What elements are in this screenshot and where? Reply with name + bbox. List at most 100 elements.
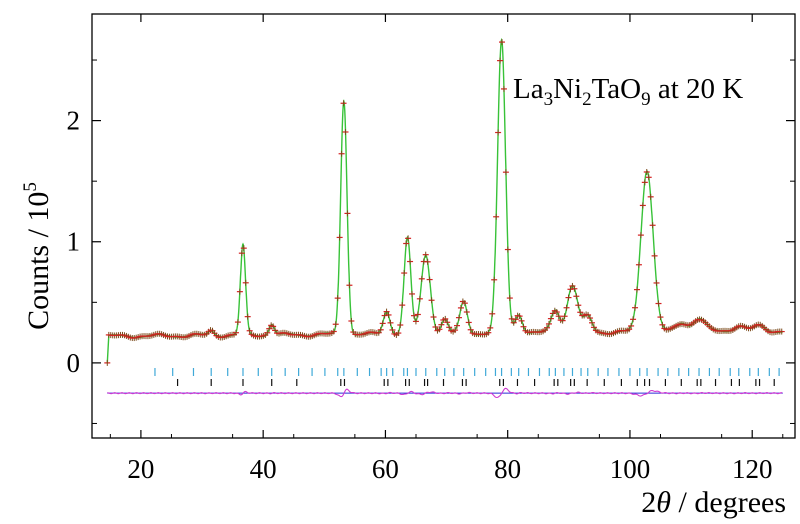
observed-point — [516, 313, 523, 320]
observed-point — [432, 324, 439, 331]
observed-point — [587, 315, 594, 322]
y-tick-label: 1 — [67, 227, 81, 257]
observed-point — [561, 313, 568, 320]
observed-point — [242, 279, 249, 286]
observed-point — [653, 279, 660, 286]
observed-point — [270, 323, 277, 330]
observed-point — [588, 319, 595, 326]
observed-point — [639, 202, 646, 209]
y-tick-label: 2 — [67, 106, 81, 136]
observed-point — [424, 258, 431, 265]
x-tick-label: 20 — [127, 454, 154, 484]
observed-point — [452, 327, 459, 334]
observed-point — [655, 300, 662, 307]
observed-point — [399, 302, 406, 309]
observed-point — [422, 251, 429, 258]
observed-point — [659, 321, 666, 328]
observed-point — [630, 316, 637, 323]
observed-point — [487, 324, 494, 331]
x-tick-label: 40 — [250, 454, 277, 484]
observed-point — [520, 323, 527, 330]
observed-point — [379, 320, 386, 327]
observed-point — [446, 324, 453, 331]
observed-point — [455, 314, 462, 321]
observed-point — [632, 304, 639, 311]
observed-point — [236, 288, 243, 295]
observed-point — [467, 326, 474, 333]
observed-point — [559, 317, 566, 324]
observed-point — [409, 290, 416, 297]
observed-point — [332, 321, 339, 328]
observed-point — [395, 330, 402, 337]
reflection-markers-phase-2 — [176, 379, 775, 386]
compound-annotation: La3Ni2TaO9 at 20 K — [513, 73, 743, 110]
x-axis-ticks: 20 40 60 80 100 120 — [109, 14, 784, 484]
observed-point — [426, 276, 433, 283]
observed-point — [543, 324, 550, 331]
observed-point — [266, 325, 273, 332]
observed-point — [104, 359, 111, 366]
plot-frame-rect — [91, 13, 796, 439]
observed-point — [342, 128, 349, 135]
y-axis-ticks: 0 1 2 — [67, 59, 795, 424]
observed-point — [635, 261, 642, 268]
observed-point — [577, 309, 584, 316]
observed-point — [647, 193, 654, 200]
observed-point — [563, 304, 570, 311]
observed-point — [389, 326, 396, 333]
observed-point — [651, 252, 658, 259]
observed-point — [454, 322, 461, 329]
observed-point — [330, 328, 337, 335]
x-tick-label: 100 — [610, 454, 651, 484]
observed-point — [512, 316, 519, 323]
observed-point — [385, 311, 392, 318]
y-axis-label: Counts / 105 — [20, 182, 55, 330]
observed-point — [348, 318, 355, 325]
observed-point — [240, 245, 247, 252]
observed-point — [463, 309, 470, 316]
observed-point — [491, 276, 498, 283]
observed-point — [336, 234, 343, 241]
observed-point — [238, 250, 245, 257]
observed-point — [403, 240, 410, 247]
observed-point — [436, 326, 443, 333]
observed-point — [234, 319, 241, 326]
observed-point — [461, 300, 468, 307]
observed-point — [344, 210, 351, 217]
plot-frame — [91, 13, 796, 439]
observed-point — [643, 168, 650, 175]
observed-point — [633, 286, 640, 293]
observed-point — [555, 313, 562, 320]
observed-point — [565, 294, 572, 301]
observed-point — [401, 270, 408, 277]
observed-point — [500, 85, 507, 92]
observed-point — [547, 315, 554, 322]
observed-point — [232, 329, 239, 336]
observed-point — [778, 328, 785, 335]
observed-point — [377, 326, 384, 333]
observed-point — [397, 322, 404, 329]
observed-point — [444, 319, 451, 326]
observed-point — [387, 319, 394, 326]
observed-point — [416, 295, 423, 302]
observed-point — [545, 320, 552, 327]
observed-point — [585, 311, 592, 318]
observed-point — [637, 232, 644, 239]
observed-point — [489, 310, 496, 317]
observed-point — [485, 329, 492, 336]
difference-curve — [107, 387, 783, 399]
difference-series — [107, 387, 783, 399]
observed-point — [346, 282, 353, 289]
observed-point — [504, 246, 511, 253]
observed-point — [573, 293, 580, 300]
observed-point — [645, 174, 652, 181]
observed-point — [381, 312, 388, 319]
observed-point — [338, 150, 345, 157]
x-tick-label: 60 — [372, 454, 399, 484]
observed-point — [412, 318, 419, 325]
observed-point — [334, 295, 341, 302]
observed-point — [657, 314, 664, 321]
observed-point — [465, 319, 472, 326]
observed-point — [575, 302, 582, 309]
